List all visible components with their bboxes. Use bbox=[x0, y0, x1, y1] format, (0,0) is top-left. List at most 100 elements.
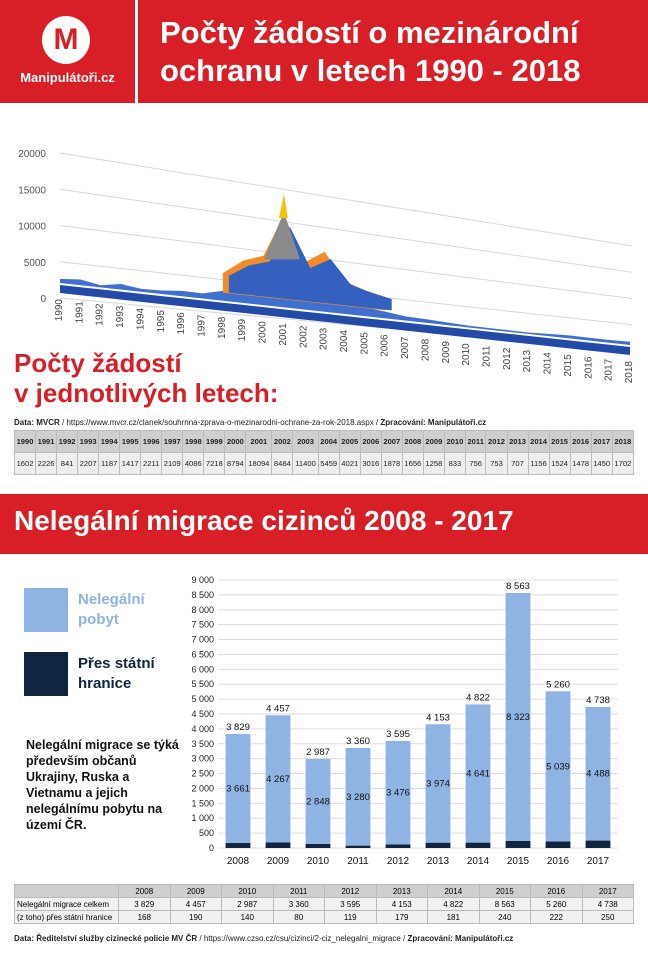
table-cell-value: 8484 bbox=[271, 452, 294, 475]
table-cell-year: 1996 bbox=[140, 430, 163, 453]
table-cell-year: 2010 bbox=[221, 884, 274, 898]
table-cell-year: 2005 bbox=[338, 430, 361, 453]
logo-text: Manipulátoři.cz bbox=[20, 70, 115, 85]
bar-border-segment bbox=[305, 843, 331, 848]
x-tick-label: 1996 bbox=[176, 312, 187, 335]
area-series-peak-grey bbox=[263, 212, 300, 260]
table-cell-border: 222 bbox=[530, 910, 583, 924]
gridline bbox=[59, 152, 633, 247]
table-cell-value: 2226 bbox=[35, 452, 58, 475]
table-cell-year: 2011 bbox=[464, 430, 487, 453]
table-cell-total: 2 987 bbox=[221, 897, 274, 911]
x-tick-label: 2001 bbox=[278, 323, 289, 346]
table-cell-year: 2014 bbox=[427, 884, 480, 898]
bar-stay-segment bbox=[225, 733, 251, 843]
table-cell-year: 2002 bbox=[271, 430, 294, 453]
table-cell-year: 2017 bbox=[590, 430, 613, 453]
bar-stay-label: 2 848 bbox=[306, 796, 330, 807]
table-cell-year: 1992 bbox=[56, 430, 79, 453]
y-tick-label: 20000 bbox=[18, 149, 46, 160]
y-tick-label: 3 500 bbox=[191, 739, 214, 749]
table-cell-year: 1998 bbox=[182, 430, 205, 453]
y-tick-label: 6 000 bbox=[191, 664, 214, 674]
x-tick-label: 2009 bbox=[441, 341, 452, 364]
gridline bbox=[59, 188, 633, 273]
table-cell-year: 1994 bbox=[98, 430, 121, 453]
bar-stay-segment bbox=[385, 740, 411, 845]
table-cell-value: 753 bbox=[485, 452, 508, 475]
table-cell-value: 4021 bbox=[338, 452, 361, 475]
bar-border-segment bbox=[465, 842, 491, 848]
table-cell-year: 2016 bbox=[530, 884, 583, 898]
y-tick-label: 2 000 bbox=[191, 783, 214, 793]
section2-source: Data: Ředitelství služby cizinecké polic… bbox=[14, 934, 513, 943]
x-tick-label: 2018 bbox=[624, 361, 635, 384]
x-tick-label: 2010 bbox=[307, 856, 330, 867]
table-cell-total: 4 738 bbox=[581, 897, 634, 911]
gridline bbox=[59, 225, 633, 299]
y-tick-label: 500 bbox=[199, 828, 214, 838]
table-cell-value: 8794 bbox=[224, 452, 247, 475]
table-cell-value: 1450 bbox=[590, 452, 613, 475]
migration-note: Nelegální migrace se týká především obča… bbox=[26, 738, 179, 832]
table-cell-year: 1993 bbox=[77, 430, 100, 453]
migration-table-border-row: (z toho) přes státní hranice 168 190 140 80 1… bbox=[14, 910, 634, 924]
section1-source-url: / https://www.mvcr.cz/clanek/souhrnna-zp… bbox=[59, 418, 381, 427]
bar-stay-label: 3 280 bbox=[346, 792, 370, 803]
bar-border-segment bbox=[585, 840, 611, 848]
table-row-label: Nelegální migrace celkem bbox=[14, 897, 119, 911]
table-cell-value: 1602 bbox=[13, 452, 37, 475]
migration-table: 2008 2009 2010 2011 2012 2013 2014 2015 2016 2017… bbox=[14, 884, 634, 924]
bar-stay-label: 5 039 bbox=[546, 761, 570, 772]
table-cell-year: 2006 bbox=[359, 430, 382, 453]
x-tick-label: 1992 bbox=[95, 303, 106, 326]
table-cell-year: 2013 bbox=[375, 884, 428, 898]
bar-stay-segment bbox=[465, 704, 491, 843]
legend-stay-label: Nelegální pobyt bbox=[78, 591, 145, 628]
table-cell-border: 190 bbox=[169, 910, 222, 924]
bar-stay-segment bbox=[585, 706, 611, 841]
bar-total-label: 5 260 bbox=[546, 679, 570, 690]
bar-total-label: 4 457 bbox=[266, 703, 290, 714]
section1-source: Data: MVCR / https://www.mvcr.cz/clanek/… bbox=[14, 418, 486, 427]
table-cell-value: 1417 bbox=[119, 452, 142, 475]
table-cell-value: 4086 bbox=[182, 452, 205, 475]
table-cell-year: 2017 bbox=[581, 884, 634, 898]
bar-total-label: 3 829 bbox=[226, 722, 250, 733]
x-tick-label: 2005 bbox=[359, 332, 370, 355]
bar-stay-segment bbox=[305, 759, 331, 844]
table-cell-value: 1878 bbox=[380, 452, 403, 475]
bar-stay-label: 4 488 bbox=[586, 769, 610, 780]
page-title-line2: ochranu v letech 1990 - 2018 bbox=[160, 53, 581, 88]
table-cell-year: 2001 bbox=[245, 430, 273, 453]
x-tick-label: 2017 bbox=[604, 358, 615, 381]
bar-stay-label: 4 641 bbox=[466, 769, 490, 780]
table-cell-year: 2010 bbox=[443, 430, 466, 453]
x-tick-label: 2011 bbox=[347, 856, 369, 867]
x-tick-label: 2002 bbox=[298, 325, 309, 348]
table-cell-year: 2009 bbox=[422, 430, 445, 453]
y-tick-label: 6 500 bbox=[191, 649, 214, 659]
bar-total-label: 4 738 bbox=[586, 695, 610, 706]
y-tick-label: 0 bbox=[40, 294, 46, 305]
table-cell-year: 1995 bbox=[119, 430, 142, 453]
table-cell-year: 2011 bbox=[272, 884, 325, 898]
y-tick-label: 5000 bbox=[24, 258, 47, 269]
x-tick-label: 2007 bbox=[400, 336, 411, 359]
y-tick-label: 10000 bbox=[18, 222, 46, 233]
table-cell-value: 833 bbox=[443, 452, 466, 475]
table-cell-year: 1991 bbox=[35, 430, 58, 453]
bar-border-segment bbox=[265, 842, 291, 848]
x-tick-label: 2016 bbox=[583, 356, 594, 379]
table-cell-year: 2014 bbox=[527, 430, 550, 453]
section2-source-url: / https://www.czso.cz/csu/cizinci/2-ciz_… bbox=[197, 934, 408, 943]
logo-box: M Manipulátoři.cz bbox=[0, 0, 138, 103]
section1-subtitle: Počty žádostí v jednotlivých letech: bbox=[14, 348, 314, 408]
table-cell-year: 2012 bbox=[485, 430, 508, 453]
bar-total-label: 8 563 bbox=[506, 581, 530, 592]
area-series-peak-gold bbox=[278, 194, 288, 219]
bar-border-segment bbox=[385, 844, 411, 848]
table-cell-year: 2015 bbox=[548, 430, 571, 453]
x-tick-label: 2014 bbox=[467, 856, 490, 867]
y-tick-label: 8 000 bbox=[191, 605, 214, 615]
